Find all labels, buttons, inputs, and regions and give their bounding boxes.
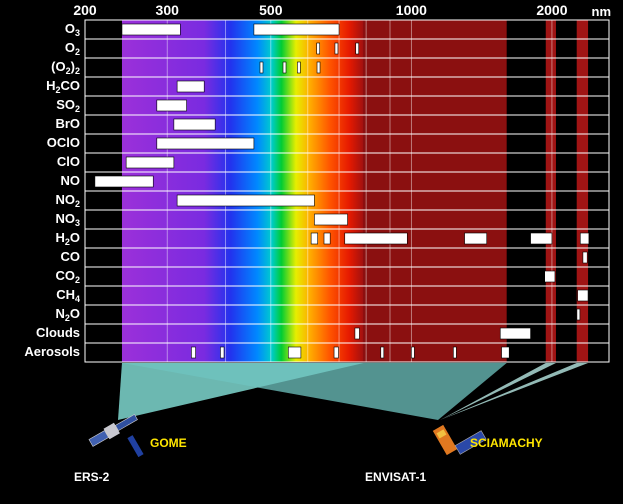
gome-label: GOME xyxy=(150,436,187,450)
absorption-band-h2o xyxy=(323,232,331,245)
species-label-no2: NO2 xyxy=(55,192,80,209)
ers2-label: ERS-2 xyxy=(74,470,110,484)
species-label-so2: SO2 xyxy=(56,97,80,114)
species-label-h2o: H2O xyxy=(55,230,80,247)
absorption-band-h2o xyxy=(464,232,488,245)
absorption-band-bro xyxy=(173,118,216,131)
species-label-clo: ClO xyxy=(56,154,80,169)
sciamachy-label: SCIAMACHY xyxy=(470,436,543,450)
plot-frame xyxy=(84,19,610,363)
axis-unit: nm xyxy=(591,4,612,19)
absorption-band-so2 xyxy=(156,99,187,112)
species-label-bro: BrO xyxy=(55,116,80,131)
ers2-panel-left xyxy=(88,430,109,447)
species-label-o2: O2 xyxy=(64,40,80,57)
species-label-n2o: N2O xyxy=(55,306,80,323)
species-label-clouds: Clouds xyxy=(35,325,80,340)
species-label-ch4: CH4 xyxy=(56,287,80,304)
axis-tick-label-200: 200 xyxy=(73,2,97,18)
absorption-band-aerosols xyxy=(333,346,339,359)
absorption-band-aerosols xyxy=(453,346,457,359)
envisat-instrument xyxy=(436,429,447,439)
species-label-aerosols: Aerosols xyxy=(24,344,80,359)
species-label-o22: (O2)2 xyxy=(51,59,80,76)
absorption-band-h2o xyxy=(579,232,590,245)
absorption-band-o22 xyxy=(297,61,301,74)
gome-beam xyxy=(118,363,364,420)
sciamachy-swir-beam-1 xyxy=(440,363,556,420)
ers2-array xyxy=(127,435,144,458)
absorption-band-o22 xyxy=(282,61,287,74)
absorption-band-n2o xyxy=(576,308,581,321)
axis-tick-label-1000: 1000 xyxy=(395,2,427,18)
absorption-band-aerosols xyxy=(411,346,415,359)
absorption-band-o22 xyxy=(259,61,264,74)
envisat-satellite xyxy=(432,424,487,456)
absorption-band-h2o xyxy=(530,232,553,245)
absorption-band-o2 xyxy=(316,42,321,55)
absorption-band-clo xyxy=(125,156,175,169)
absorption-band-oclo xyxy=(156,137,255,150)
absorption-band-o3 xyxy=(253,23,340,36)
absorption-band-aerosols xyxy=(191,346,196,359)
species-label-co2: CO2 xyxy=(55,268,80,285)
absorption-band-aerosols xyxy=(287,346,302,359)
absorption-band-o3 xyxy=(121,23,181,36)
absorption-band-aerosols xyxy=(380,346,385,359)
species-label-no: NO xyxy=(60,173,81,188)
species-label-no3: NO3 xyxy=(55,211,80,228)
absorption-band-o2 xyxy=(355,42,360,55)
absorption-band-h2o xyxy=(344,232,408,245)
absorption-band-clouds xyxy=(499,327,531,340)
sciamachy-swir-beam-2 xyxy=(440,363,589,420)
envisat-body xyxy=(432,424,458,456)
absorption-band-clouds xyxy=(354,327,360,340)
absorption-band-h2co xyxy=(176,80,205,93)
envisat-solar-panel xyxy=(454,430,487,455)
absorption-band-aerosols xyxy=(220,346,225,359)
absorption-band-no xyxy=(94,175,154,188)
species-label-h2co: H2CO xyxy=(46,78,80,95)
ers2-panel-right xyxy=(115,413,138,432)
sciamachy-beam xyxy=(121,363,507,420)
absorption-band-ch4 xyxy=(577,289,589,302)
absorption-band-no3 xyxy=(314,213,348,226)
absorption-band-no2 xyxy=(176,194,315,207)
absorption-band-o22 xyxy=(316,61,321,74)
species-label-o3: O3 xyxy=(64,21,80,38)
axis-tick-label-300: 300 xyxy=(155,2,179,18)
absorption-band-co xyxy=(582,251,588,264)
ers2-satellite xyxy=(88,413,144,458)
species-label-oclo: OClO xyxy=(46,135,80,150)
axis-tick-label-500: 500 xyxy=(259,2,283,18)
absorption-band-h2o xyxy=(310,232,318,245)
axis-tick-label-2000: 2000 xyxy=(536,2,568,18)
species-label-co: CO xyxy=(60,249,81,264)
envisat-label: ENVISAT-1 xyxy=(365,470,427,484)
ers2-body xyxy=(103,422,120,440)
absorption-band-aerosols xyxy=(501,346,510,359)
absorption-band-o2 xyxy=(334,42,339,55)
absorption-band-co2 xyxy=(544,270,556,283)
